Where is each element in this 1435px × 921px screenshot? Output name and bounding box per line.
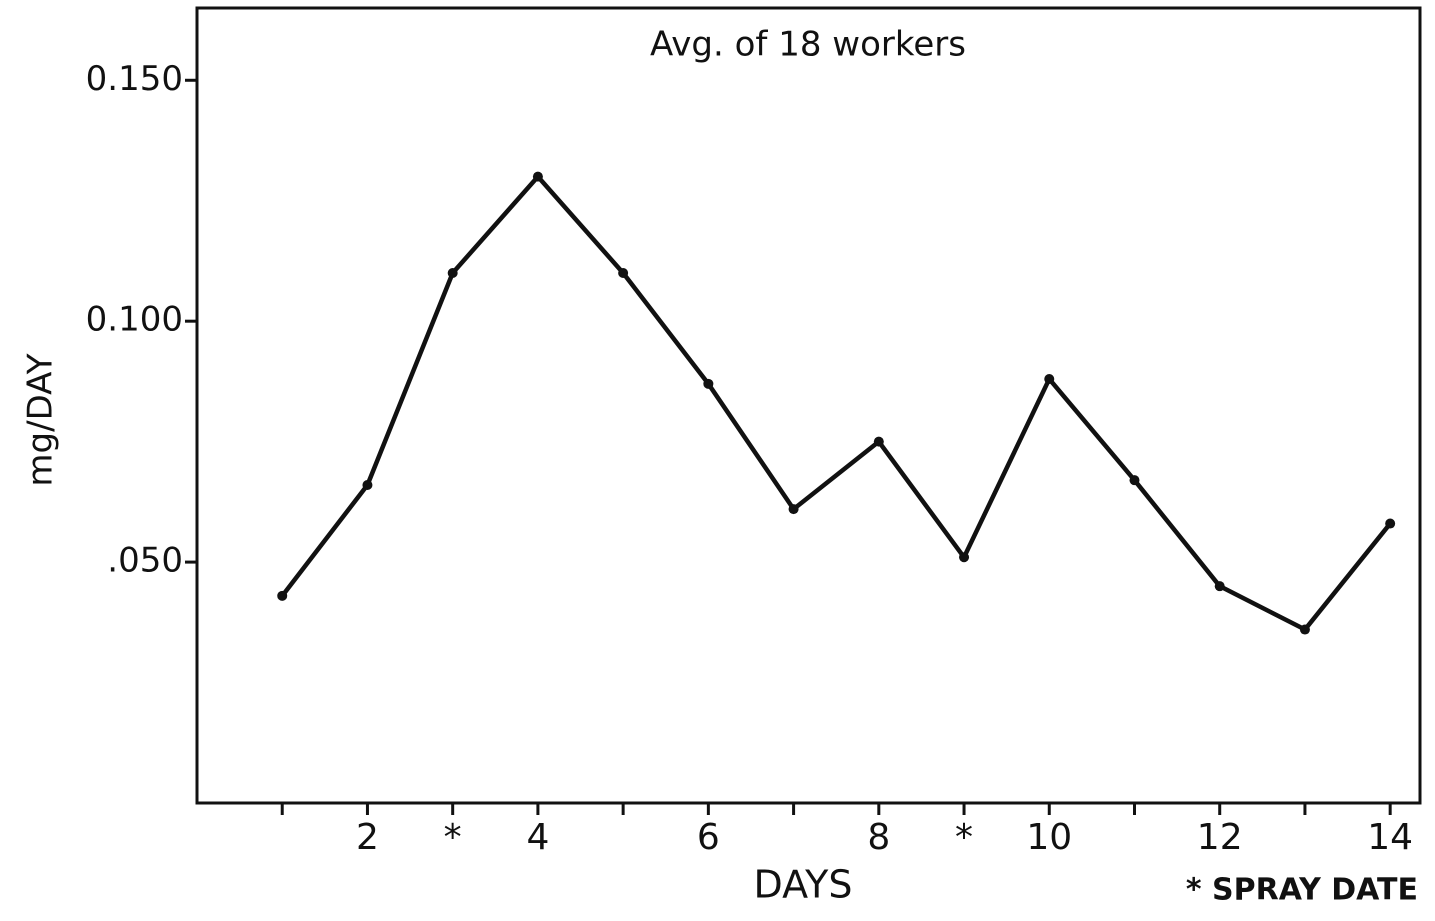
x-tick-label: 12 xyxy=(1197,817,1243,858)
point xyxy=(362,480,373,490)
point xyxy=(447,268,458,278)
x-axis-label: DAYS xyxy=(754,863,853,907)
y-tick-label: 0.150 xyxy=(86,59,183,99)
point xyxy=(1044,374,1055,384)
point xyxy=(959,552,970,563)
y-tick-label: .050 xyxy=(107,541,183,581)
x-tick-label: 2 xyxy=(356,817,379,858)
plot-frame xyxy=(195,6,1422,805)
point xyxy=(1214,581,1225,592)
x-tick-label: 10 xyxy=(1026,817,1072,858)
x-tick-label: 14 xyxy=(1367,817,1413,858)
x-tick-label: 8 xyxy=(867,817,890,858)
point xyxy=(1385,518,1396,529)
point xyxy=(703,378,714,389)
point xyxy=(532,171,543,182)
x-tick-label: * xyxy=(444,817,462,858)
y-axis-label: mg/DAY xyxy=(21,353,61,486)
annotation: * SPRAY DATE xyxy=(1186,873,1418,908)
line xyxy=(280,174,1392,632)
point xyxy=(1129,475,1140,486)
point xyxy=(1299,624,1310,635)
x-tick-label: 6 xyxy=(697,817,720,858)
point xyxy=(618,268,629,278)
y-tick-label: 0.100 xyxy=(86,300,183,340)
x-tick-label: 4 xyxy=(526,817,549,858)
point xyxy=(277,590,288,601)
x-tick-label: * xyxy=(955,817,973,858)
point xyxy=(873,436,884,447)
point xyxy=(788,504,799,515)
chart-title: Avg. of 18 workers xyxy=(650,25,966,65)
